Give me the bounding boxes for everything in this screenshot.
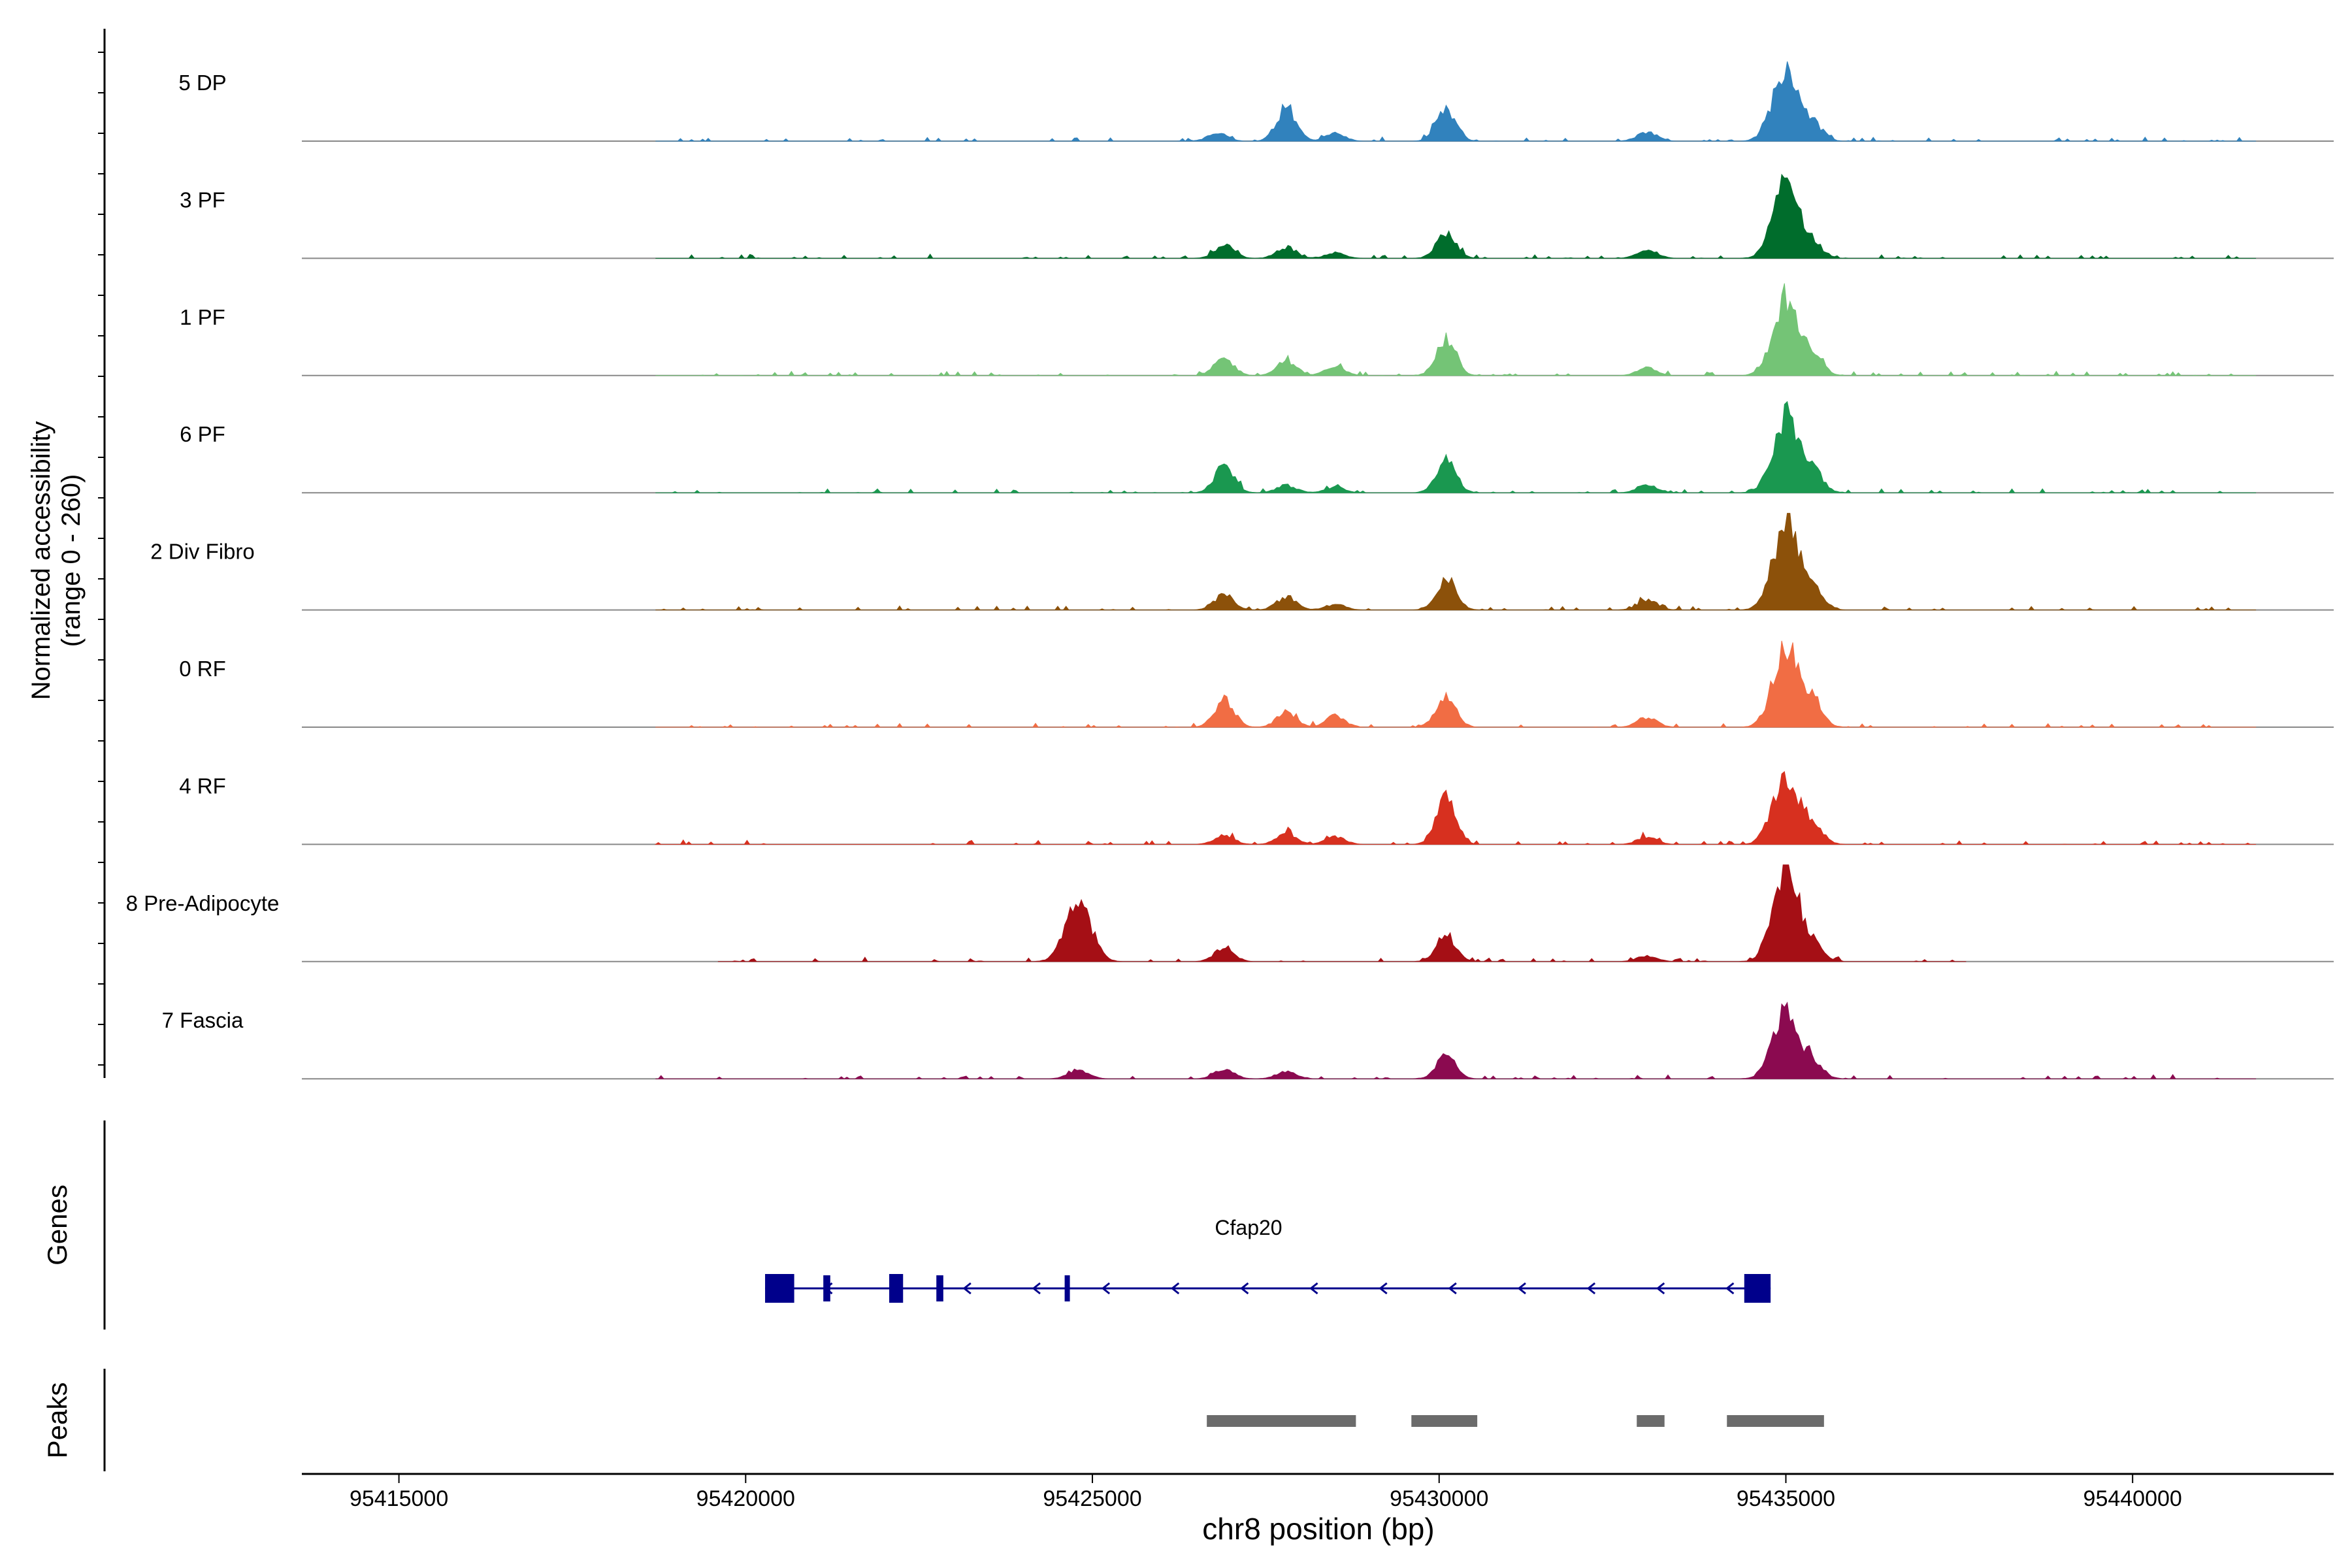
x-axis: 95415000 95420000 95425000 95430000 95435000… [302,1473,2334,1546]
coverage-area [655,400,2257,493]
x-tick-label: 95425000 [1043,1486,1141,1511]
track-2-div-fibro: 2 Div Fibro [150,513,2334,611]
gene-exon [936,1275,943,1301]
track-1-pf: 1 PF [180,283,2334,376]
track-label: 6 PF [180,422,225,446]
strand-arrow [1517,1282,1526,1295]
track-label: 0 RF [179,657,226,681]
track-label: 7 Fascia [162,1008,244,1032]
strand-arrow [1170,1282,1180,1295]
x-tick-label: 95435000 [1737,1486,1835,1511]
track-label: 5 DP [178,71,226,95]
track-0-rf: 0 RF [179,640,2334,728]
peak-bar [1207,1415,1356,1427]
track-label: 1 PF [180,305,225,329]
gene-model [765,1274,1771,1303]
x-tick-label: 95440000 [2083,1486,2182,1511]
coverage-area [655,1002,2257,1079]
track-7-fascia: 7 Fascia [162,1002,2334,1080]
strand-arrow [1586,1282,1596,1295]
peak-bar [1411,1415,1478,1427]
track-8-pre-adipocyte: 8 Pre-Adipocyte [126,864,2334,962]
track-label: 3 PF [180,188,225,212]
track-label: 4 RF [179,774,226,798]
gene-track: Genes Cfap20 [42,1120,1771,1330]
coverage-tracks: 5 DP 3 PF 1 PF 6 PF 2 Div Fibro 0 RF 4 RF 8 Pre… [126,61,2334,1080]
gene-exon [1064,1275,1070,1301]
strand-arrow [1379,1282,1388,1295]
coverage-area [655,173,2257,259]
track-3-pf: 3 PF [180,173,2334,259]
x-tick-label: 95420000 [696,1486,795,1511]
gene-exon [765,1274,794,1303]
x-tick-label: 95415000 [350,1486,448,1511]
track-4-rf: 4 RF [179,771,2334,845]
track-label: 2 Div Fibro [150,540,255,564]
x-axis-title: chr8 position (bp) [1202,1512,1434,1546]
peak-bar [1637,1415,1665,1427]
coverage-area [654,771,2257,845]
peak-bars [1207,1415,1824,1427]
coverage-area [655,513,2257,611]
coverage-area [717,864,1967,962]
track-6-pf: 6 PF [180,400,2334,494]
strand-arrow [1240,1282,1249,1295]
strand-arrow [1448,1282,1457,1295]
strand-arrow [962,1282,972,1295]
strand-arrow [1656,1282,1665,1295]
y-axis-ticks [98,52,105,1066]
gene-track-label: Genes [42,1184,73,1266]
coverage-area [655,61,2257,142]
coverage-area [655,640,2257,728]
peak-track: Peaks [42,1369,1824,1471]
y-axis-panel: Normalized accessibility (range 0 - 260) [27,29,106,1078]
strand-arrow [1309,1282,1318,1295]
track-label: 8 Pre-Adipocyte [126,891,280,915]
strand-arrow [1032,1282,1041,1295]
x-axis-ticks: 95415000 95420000 95425000 95430000 95435000… [350,1474,2182,1511]
gene-exon [823,1275,830,1301]
coverage-area [655,283,2257,376]
peak-bar [1727,1415,1824,1427]
y-axis-title: Normalized accessibility [27,421,56,700]
y-axis-range: (range 0 - 260) [57,474,86,647]
track-5-dp: 5 DP [178,61,2334,142]
gene-name-cfap20: Cfap20 [1215,1216,1282,1239]
x-tick-label: 95430000 [1390,1486,1488,1511]
peak-track-label: Peaks [42,1382,73,1459]
gene-exon [889,1274,904,1303]
strand-arrow [1101,1282,1111,1295]
gene-exon [1744,1274,1771,1303]
strand-arrow [1725,1282,1735,1295]
